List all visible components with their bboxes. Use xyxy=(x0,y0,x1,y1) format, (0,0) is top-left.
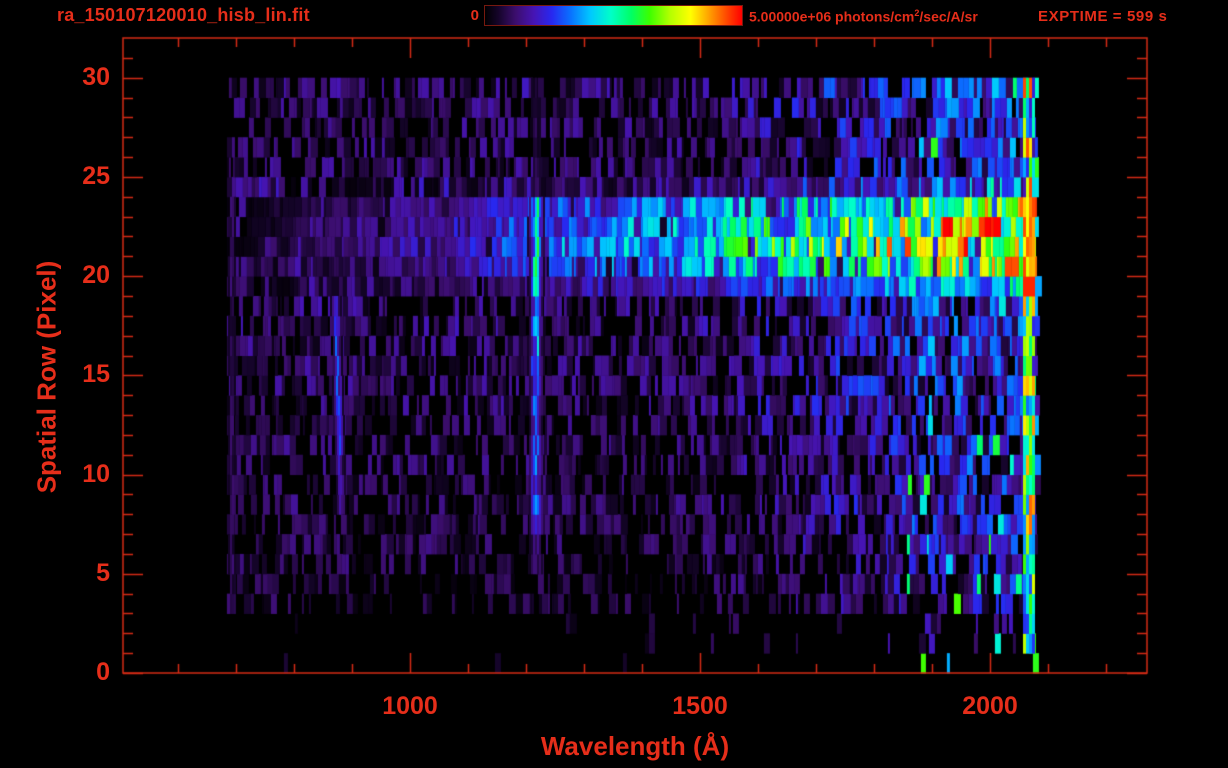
colorbar-max-suffix: /sec/A/sr xyxy=(919,8,978,25)
x-tick-label-1000: 1000 xyxy=(382,692,438,720)
colorbar xyxy=(484,5,743,26)
y-tick-label-25: 25 xyxy=(82,162,110,190)
x-tick-label-2000: 2000 xyxy=(962,692,1018,720)
x-axis-title: Wavelength (Å) xyxy=(540,731,730,761)
y-tick-label-5: 5 xyxy=(96,559,110,587)
y-tick-label-20: 20 xyxy=(82,261,110,289)
colorbar-max-prefix: 5.00000e+06 photons/cm xyxy=(749,8,915,25)
x-tick-label-1500: 1500 xyxy=(672,692,728,720)
colorbar-min-label: 0 xyxy=(470,7,479,24)
exptime-label: EXPTIME = 599 s xyxy=(1038,8,1168,25)
y-tick-label-0: 0 xyxy=(96,658,110,686)
filename-title: ra_150107120010_hisb_lin.fit xyxy=(57,5,310,25)
colorbar-max-label: 5.00000e+06 photons/cm2/sec/A/sr xyxy=(749,8,978,25)
colorbar-max-superscript: 2 xyxy=(914,8,920,18)
y-tick-label-15: 15 xyxy=(82,360,110,388)
y-axis-title: Spatial Row (Pixel) xyxy=(31,260,62,494)
y-tick-label-30: 30 xyxy=(82,63,110,91)
y-tick-label-10: 10 xyxy=(82,460,110,488)
